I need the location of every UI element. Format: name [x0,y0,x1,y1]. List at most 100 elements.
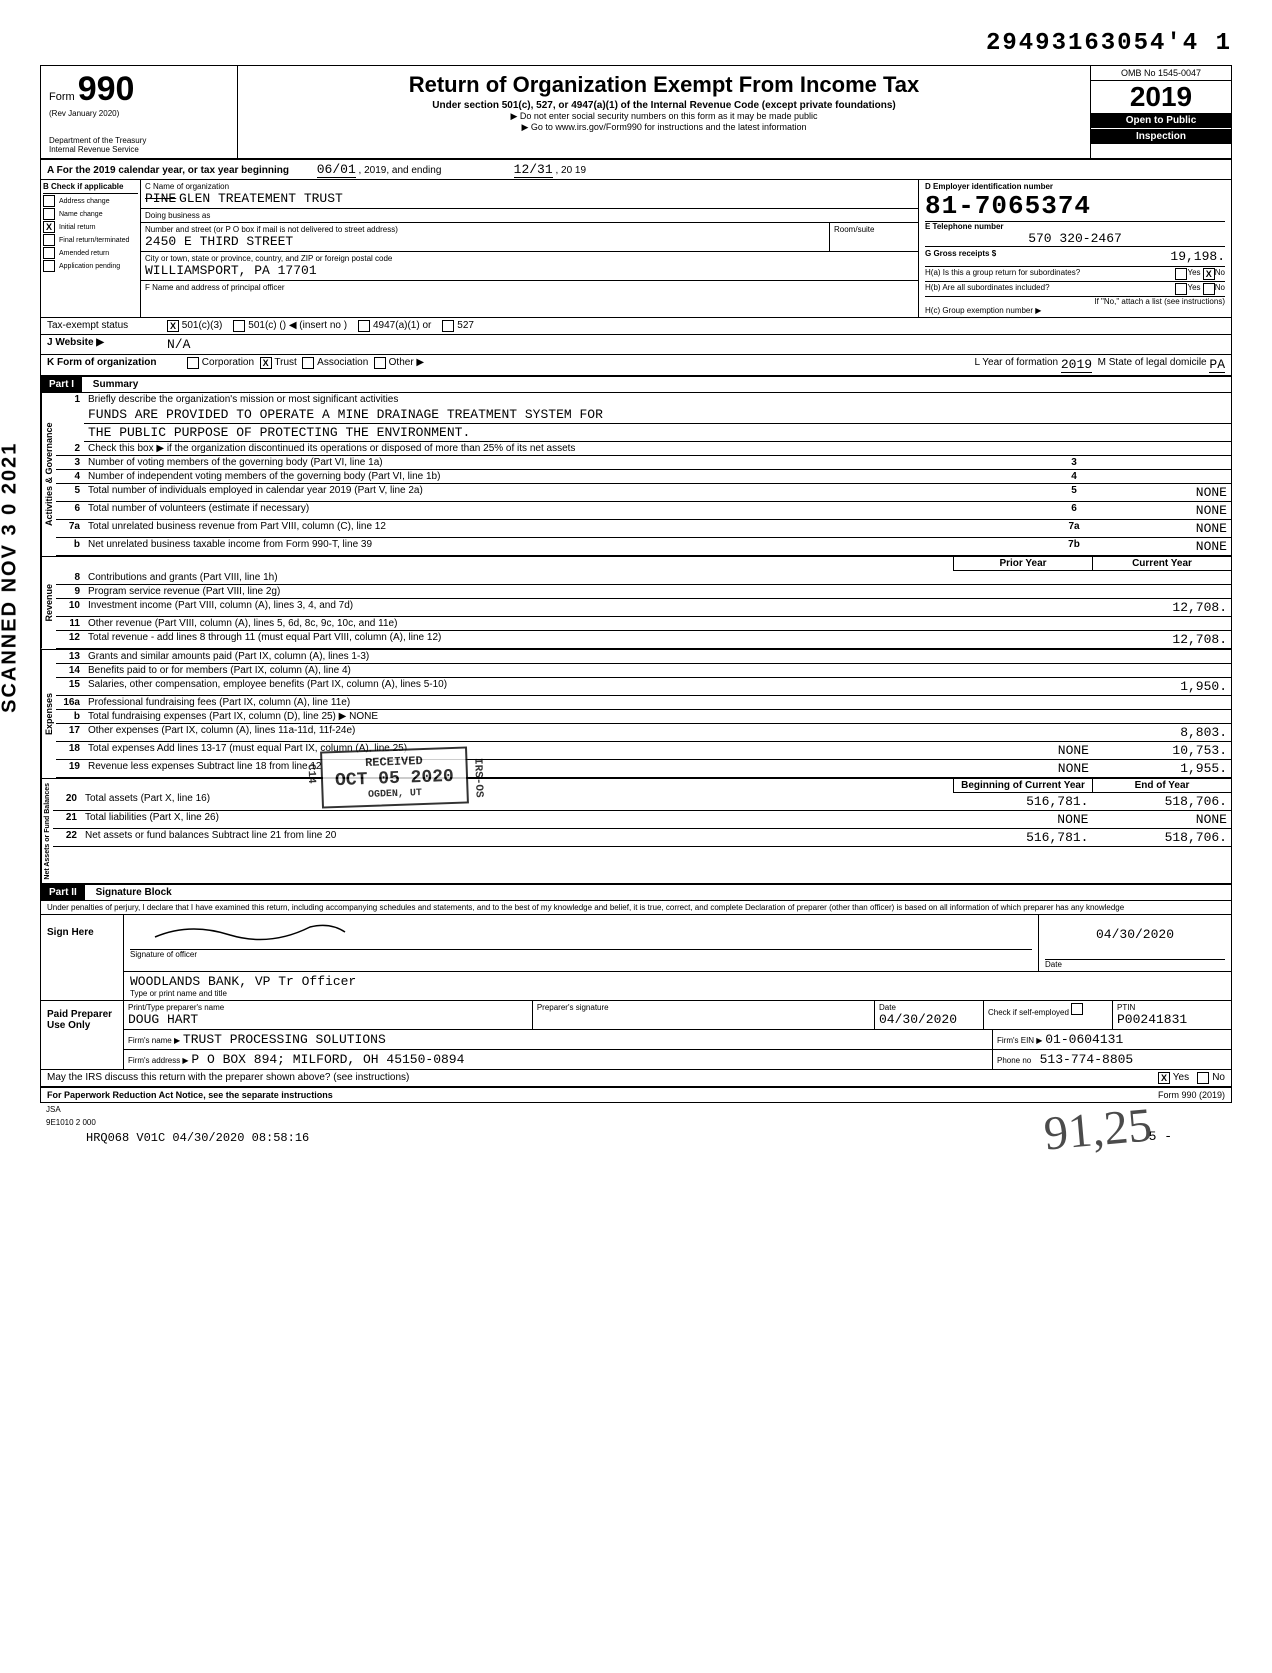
prep-date-label: Date [879,1003,979,1012]
hb-note: If "No," attach a list (see instructions… [925,297,1225,306]
4947-checkbox[interactable] [358,320,370,332]
line1-label: Briefly describe the organization's miss… [84,393,1231,406]
hb-no-checkbox[interactable] [1203,283,1215,295]
sign-here-label: Sign Here [41,915,124,1000]
part-1-title: Summary [85,379,139,390]
firm-phone-label: Phone no [997,1056,1031,1065]
revenue-block: Revenue Prior Year Current Year 8Contrib… [41,557,1231,650]
form-990-container: Form 990 (Rev January 2020) Department o… [40,65,1232,1103]
b-check-label-3: Final return/terminated [59,237,129,244]
hb-no: No [1215,283,1225,295]
ha-label: H(a) Is this a group return for subordin… [925,268,1175,280]
b-check-3: Final return/terminated [43,234,138,246]
other-checkbox[interactable] [374,357,386,369]
officer-name: WOODLANDS BANK, VP Tr Officer [130,974,1225,989]
discuss-yes: Yes [1173,1072,1189,1084]
ptin-value: P00241831 [1117,1012,1227,1027]
b-checkbox-2[interactable]: X [43,221,55,233]
b-checkbox-4[interactable] [43,247,55,259]
b-checkbox-0[interactable] [43,195,55,207]
gov-row-4: 4Number of independent voting members of… [56,470,1231,484]
gov-row-7b: bNet unrelated business taxable income f… [56,538,1231,556]
revenue-row-12: 12Total revenue - add lines 8 through 11… [56,630,1231,648]
part-2-label: Part II [41,885,85,900]
section-a-label: A For the 2019 calendar year, or tax yea… [47,165,289,176]
net-row-21: 21Total liabilities (Part X, line 26)NON… [53,810,1231,828]
discuss-yes-checkbox[interactable]: X [1158,1072,1170,1084]
expense-row-17: 17Other expenses (Part IX, column (A), l… [56,723,1231,741]
other-label: Other ▶ [389,357,424,373]
prior-year-header: Prior Year [954,557,1093,571]
b-check-5: Application pending [43,260,138,272]
open-to-public: Open to Public [1091,113,1231,128]
street-label: Number and street (or P O box if mail is… [145,225,825,234]
expense-row-14: 14Benefits paid to or for members (Part … [56,663,1231,677]
501c3-label: 501(c)(3) [182,320,223,332]
website-row: J Website ▶ N/A [41,335,1231,355]
form-label: Form [49,91,75,103]
section-d-e-g-h: D Employer identification number 81-7065… [918,180,1231,317]
form-of-org-row: K Form of organization Corporation X Tru… [41,355,1231,376]
net-assets-block: Net Assets or Fund Balances Beginning of… [41,779,1231,885]
self-employed-checkbox[interactable] [1071,1003,1083,1015]
part-1-header: Part I Summary [41,376,1231,393]
part-1-label: Part I [41,377,82,392]
b-check-1: Name change [43,208,138,220]
org-name-strike: PINE [145,191,176,206]
expense-row-b: bTotal fundraising expenses (Part IX, co… [56,709,1231,723]
b-checkbox-1[interactable] [43,208,55,220]
b-checkbox-3[interactable] [43,234,55,246]
expense-row-15: 15Salaries, other compensation, employee… [56,677,1231,695]
line2-text: Check this box ▶ if the organization dis… [84,442,1231,456]
ein-label: D Employer identification number [925,182,1225,191]
b-checkbox-5[interactable] [43,260,55,272]
room-suite-label: Room/suite [829,223,918,251]
trust-label: Trust [274,357,296,373]
ha-no: No [1215,268,1225,280]
hb-yes-checkbox[interactable] [1175,283,1187,295]
hc-label: H(c) Group exemption number ▶ [925,306,1225,315]
firm-ein-label: Firm's EIN ▶ [997,1036,1042,1045]
footer-row: For Paperwork Reduction Act Notice, see … [41,1088,1231,1102]
dba-label: Doing business as [141,209,918,223]
ptin-label: PTIN [1117,1003,1227,1012]
preparer-name: DOUG HART [128,1012,528,1027]
governance-vertical-label: Activities & Governance [41,393,56,556]
tax-status-label: Tax-exempt status [47,320,167,332]
501c3-checkbox[interactable]: X [167,320,179,332]
paperwork-notice: For Paperwork Reduction Act Notice, see … [47,1090,333,1100]
paid-preparer-block: Paid Preparer Use Only Print/Type prepar… [41,1001,1231,1070]
header-center: Return of Organization Exempt From Incom… [238,66,1090,158]
preparer-date: 04/30/2020 [879,1012,979,1027]
end-year-header: End of Year [1093,779,1232,793]
527-checkbox[interactable] [442,320,454,332]
hb-yes: Yes [1187,283,1200,295]
corp-checkbox[interactable] [187,357,199,369]
revenue-row-11: 11Other revenue (Part VIII, column (A), … [56,616,1231,630]
part-2-header: Part II Signature Block [41,884,1231,901]
form-number: 990 [78,70,135,108]
scanned-date-stamp: SCANNED NOV 3 0 2021 [0,441,22,712]
assoc-checkbox[interactable] [302,357,314,369]
firm-addr-label: Firm's address ▶ [128,1056,189,1065]
tax-exempt-row: Tax-exempt status X 501(c)(3) 501(c) ( )… [41,318,1231,335]
firm-name: TRUST PROCESSING SOLUTIONS [183,1032,386,1047]
corp-label: Corporation [202,357,254,373]
officer-signature-line[interactable] [130,917,1032,950]
ha-no-checkbox[interactable]: X [1203,268,1215,280]
perjury-statement: Under penalties of perjury, I declare th… [41,901,1231,915]
discuss-no-checkbox[interactable] [1197,1072,1209,1084]
gross-receipts-value: 19,198. [1170,249,1225,264]
501c-checkbox[interactable] [233,320,245,332]
jsa-code: 9E1010 2 000 [40,1116,1232,1129]
org-name: GLEN TREATEMENT TRUST [179,191,343,206]
trust-checkbox[interactable]: X [260,357,272,369]
gross-receipts-label: G Gross receipts $ [925,249,996,264]
ha-yes-checkbox[interactable] [1175,268,1187,280]
header-sub1: Under section 501(c), 527, or 4947(a)(1)… [246,100,1082,111]
firm-phone: 513-774-8805 [1040,1052,1134,1067]
b-check-2: XInitial return [43,221,138,233]
net-row-20: 20Total assets (Part X, line 16)516,781.… [53,792,1231,810]
section-b: B Check if applicable Address changeName… [41,180,141,317]
self-employed-check: Check if self-employed [984,1001,1113,1029]
